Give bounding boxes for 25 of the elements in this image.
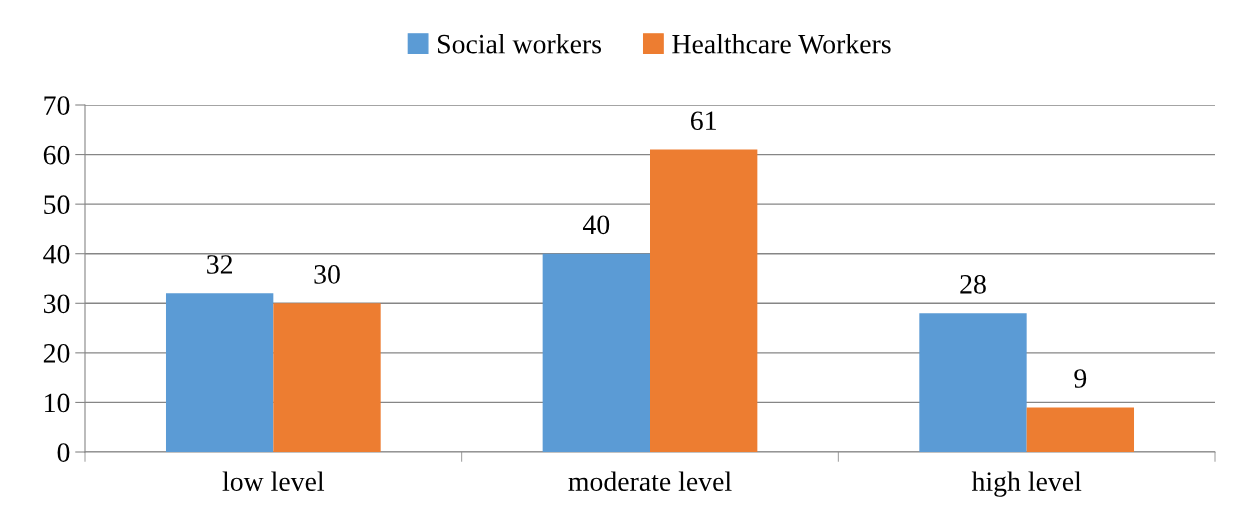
x-tick-label: high level: [971, 471, 1082, 497]
data-label: 40: [582, 215, 610, 235]
y-tick-label: 50: [44, 195, 70, 215]
legend-label: Social workers: [438, 33, 602, 54]
y-tick-label: 20: [43, 344, 70, 363]
y-tick-label: 10: [45, 393, 70, 413]
bar: [1026, 407, 1135, 452]
data-label: 30: [314, 265, 340, 284]
bar: [273, 303, 381, 452]
y-tick-label: 60: [43, 145, 70, 165]
bar: [542, 253, 650, 452]
data-label: 28: [960, 274, 986, 294]
y-tick-label: 40: [43, 244, 70, 264]
data-label: 32: [207, 255, 233, 274]
legend-label: Healthcare Workers: [672, 33, 891, 54]
y-tick-label: 70: [44, 96, 70, 115]
bar: [919, 313, 1027, 452]
data-label: 61: [690, 111, 716, 131]
y-tick-label: 30: [43, 294, 70, 314]
x-tick-label: moderate level: [568, 471, 732, 491]
bar: [165, 293, 274, 452]
bar: [650, 149, 758, 452]
data-label: 9: [1074, 369, 1087, 388]
y-tick-label: 0: [57, 443, 70, 462]
x-tick-label: low level: [222, 471, 325, 491]
